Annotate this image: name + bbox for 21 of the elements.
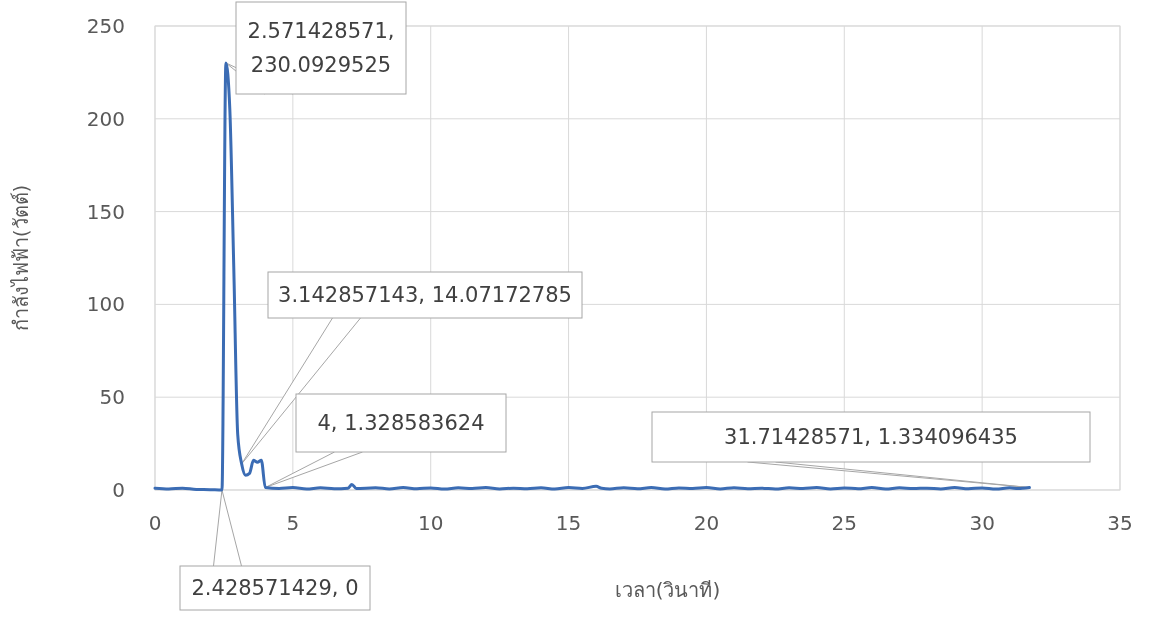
annotation: 4, 1.328583624 <box>317 411 485 436</box>
annotation: 2.571428571, 230.0929525 <box>247 19 395 78</box>
x-axis-title: เวลา(วินาที) <box>614 578 721 602</box>
y-axis-title: กำลังไฟฟ้า(วัตต์) <box>9 184 33 332</box>
x-tick-label: 15 <box>555 511 582 535</box>
y-tick-label: 150 <box>86 199 125 224</box>
x-tick-label: 35 <box>1107 511 1133 535</box>
annotation: 2.428571429, 0 <box>191 576 359 601</box>
y-tick-label: 250 <box>86 14 125 38</box>
x-tick-label: 0 <box>148 511 162 535</box>
x-tick-label: 30 <box>969 511 995 535</box>
y-tick-label: 0 <box>112 478 125 502</box>
y-tick-label: 200 <box>86 106 125 131</box>
y-tick-label: 50 <box>99 385 125 410</box>
x-tick-label: 25 <box>831 511 858 535</box>
x-tick-label: 5 <box>286 511 300 535</box>
x-tick-label: 20 <box>693 511 720 535</box>
x-tick-label: 10 <box>417 511 444 535</box>
annotation: 31.71428571, 1.334096435 <box>724 425 1018 450</box>
y-tick-label: 100 <box>86 292 125 317</box>
annotation: 3.142857143, 14.07172785 <box>278 283 572 308</box>
